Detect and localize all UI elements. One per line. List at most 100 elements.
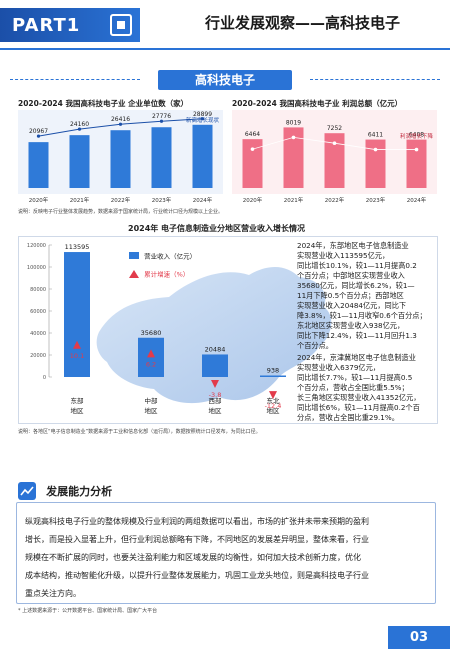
- region-growth-label: 10.1: [70, 352, 84, 360]
- trend-icon: [18, 481, 36, 500]
- chart1-point: [200, 117, 205, 121]
- chart1-plot: 20967 2020年 24160 2021年 26416 2022年 27776 2023年…: [18, 110, 223, 204]
- region-source-note: 说明：各地区“电子信息制造业”数据来源于工业和信息化部（运行局），数据按照统计口…: [18, 429, 261, 435]
- region-y-tick: 0: [43, 375, 46, 381]
- region-text-line: 2024年，京津冀地区电子信息制造业: [297, 353, 416, 362]
- chart2-annotation: 利润增长下降: [400, 132, 434, 140]
- chart1-point: [118, 122, 123, 126]
- region-growth-marker: [73, 340, 81, 349]
- chart1-title: 2020-2024 我国高科技电子业 企业单位数（家）: [18, 99, 189, 108]
- capability-line: 重点关注方向。: [25, 589, 81, 598]
- chart2-bar: [242, 139, 263, 188]
- chart1-annotation: 新高增长现状: [186, 116, 220, 124]
- chart2-value-label: 8019: [286, 119, 301, 126]
- legend-revenue-swatch: [129, 252, 139, 259]
- region-text-line: 个百分点；中部地区实现营业收入: [297, 271, 405, 280]
- region-y-tick: 120000: [27, 243, 46, 249]
- region-revenue-label: 938: [267, 367, 279, 375]
- region-growth-marker: [147, 349, 155, 358]
- chart1-value-label: 24160: [70, 121, 89, 128]
- legend-growth-label: 累计增速（%）: [144, 270, 190, 279]
- region-label: 东北: [267, 396, 281, 405]
- region-panel: 120000 100000 80000 60000 40000 20000 0 113595 1…: [18, 236, 438, 424]
- region-label: 中部: [145, 396, 159, 405]
- region-revenue-label: 20484: [205, 345, 226, 353]
- chart2-bar: [365, 139, 386, 188]
- chart1-value-label: 26416: [111, 116, 130, 123]
- region-chart: 120000 100000 80000 60000 40000 20000 0 113595 1…: [27, 243, 332, 415]
- footnote: * 上述数据来源于：公开数据平台、国家统计局、国家广大平台: [18, 608, 158, 614]
- region-text-line: 分点，营收占全国比重29.1%。: [297, 413, 399, 422]
- region-y-tick: 60000: [30, 309, 46, 315]
- chart2-value-label: 6411: [368, 132, 383, 139]
- region-growth-marker: [269, 391, 277, 400]
- capability-line: 增长，而是投入显著上升，但行业利润总额略有下降，不同地区的发展差异明显，整体来看…: [25, 535, 369, 544]
- chart2-tick-label: 2021年: [284, 196, 304, 204]
- region-text-line: 实现营业收入20484亿元，同比下: [297, 301, 407, 310]
- region-text-line: 实现营业收入113595亿元，: [297, 251, 390, 260]
- chart1-bar: [151, 127, 172, 188]
- region-text-line: 同比增长7.7%，较1—11月提高0.5: [297, 373, 413, 382]
- region-text-line: 东北地区实现营业收入938亿元，: [297, 321, 405, 330]
- region-y-tick: 40000: [30, 331, 46, 337]
- chart-note: 说明：反映电子行业整体发展趋势，数据来源于国家统计局，行业统计口径为规模以上企业…: [18, 209, 224, 215]
- region-revenue-label: 35680: [141, 329, 162, 337]
- chart2-plot: 6464 2020年 8019 2021年 7252 2022年 6411 2023年 6408…: [232, 110, 437, 204]
- region-y-tick: 80000: [30, 287, 46, 293]
- region-text-line: 同比增长10.1%，较1—11月提高0.2: [297, 261, 417, 270]
- chart1-point: [77, 127, 82, 131]
- chart1-bar: [69, 135, 90, 188]
- chart2-point: [291, 135, 296, 140]
- region-text-2: 2024年，京津冀地区电子信息制造业 实现营业收入6379亿元， 同比增长7.7%，…: [297, 353, 439, 423]
- capability-body: 纵观高科技电子行业的整体规模及行业利润的两组数据可以看出，市场的扩张并未带来预期…: [16, 502, 436, 604]
- region-text-line: 同比下降12.4%，较1—11月回升1.3: [297, 331, 417, 340]
- region-label: 地区: [145, 406, 159, 415]
- section-dash-left: [10, 79, 140, 80]
- chart2-value-label: 7252: [327, 125, 342, 132]
- region-text-line: 2024年，东部地区电子信息制造业: [297, 241, 409, 250]
- chart2-bar: [406, 139, 427, 188]
- chart2-point: [250, 147, 255, 151]
- legend-revenue-label: 营业收入（亿元）: [144, 252, 197, 261]
- region-revenue-label: 113595: [65, 243, 90, 251]
- section-title: 高科技电子: [158, 70, 292, 90]
- region-text-line: 个百分点。: [297, 341, 333, 350]
- region-revenue-bar: [138, 337, 164, 377]
- header-divider: [0, 48, 450, 50]
- region-chart-title: 2024年 电子信息制造业分地区营业收入增长情况: [128, 224, 306, 233]
- chart1-tick-label: 2024年: [193, 196, 213, 204]
- chart1-tick-label: 2021年: [70, 196, 90, 204]
- region-y-tick: 20000: [30, 353, 46, 359]
- chart2-bar: [283, 127, 304, 188]
- chart2-bar: [324, 133, 345, 188]
- capability-line: 纵观高科技电子行业的整体规模及行业利润的两组数据可以看出，市场的扩张并未带来预期…: [25, 517, 369, 526]
- page-title: 行业发展观察——高科技电子: [205, 14, 401, 32]
- chart1-bar: [28, 142, 49, 188]
- chart2-title: 2020-2024 我国高科技电子业 利润总额（亿元）: [232, 99, 403, 108]
- region-text-line: 长三角地区实现营业收入41352亿元，: [297, 393, 421, 402]
- chart2-tick-label: 2023年: [366, 196, 386, 204]
- capability-line: 规模在不断扩展的同时，也要关注盈利能力和区域发展的均衡性，如何加大技术创新力度，…: [25, 553, 361, 562]
- part-banner: PART1: [0, 8, 140, 42]
- part-label: PART1: [12, 14, 81, 36]
- chart2-value-label: 6408: [409, 132, 424, 139]
- region-text-line: 同比增长6%，较1—11月提高0.2个百: [297, 403, 420, 412]
- section-dash-right: [310, 79, 440, 80]
- chart1-point: [159, 119, 164, 123]
- chart1-bar: [110, 130, 131, 188]
- chart1-point: [36, 134, 41, 138]
- legend-revenue: 营业收入（亿元）: [129, 245, 196, 264]
- section-bar: 高科技电子: [10, 70, 440, 90]
- region-revenue-bar: [260, 375, 286, 377]
- legend-growth: 累计增速（%）: [129, 263, 189, 282]
- region-growth-label: 6.2: [146, 360, 156, 368]
- region-text-line: 降3.8%，较1—11月收窄0.6个百分点；: [297, 311, 427, 320]
- chart2-point: [414, 147, 419, 152]
- capability-title: 发展能力分析: [46, 484, 113, 498]
- chart2-point: [373, 147, 378, 152]
- chart1-bar: [192, 124, 213, 188]
- capability-line: 成本结构，推动智能化升级，以提升行业整体发展能力，巩固工业龙头地位，则是高科技电…: [25, 571, 369, 580]
- page-number: 03: [388, 626, 450, 649]
- chart1-tick-label: 2023年: [152, 196, 172, 204]
- chart2-tick-label: 2020年: [243, 196, 263, 204]
